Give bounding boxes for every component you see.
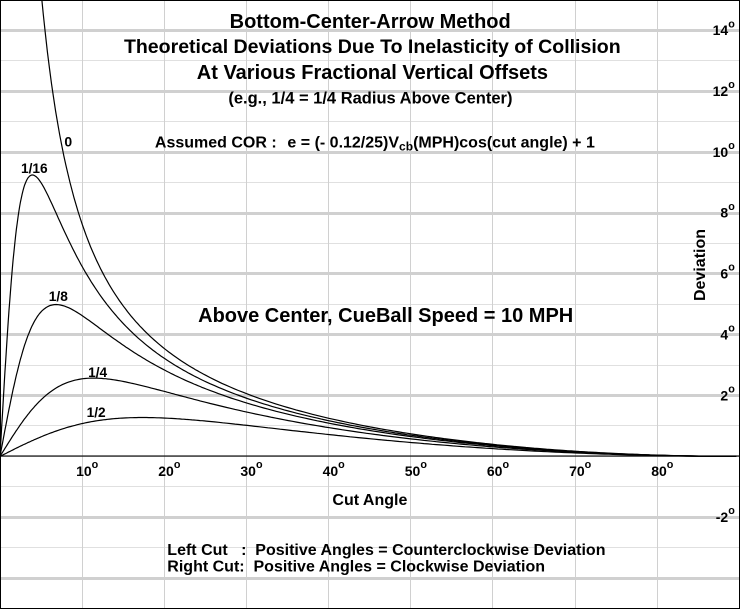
svg-text:Theoretical Deviations Due To: Theoretical Deviations Due To Inelastici… bbox=[124, 36, 621, 58]
svg-text:Assumed COR : e = (- 0.12/25: Assumed COR : e = (- 0.12/25)Vcb(MPH)cos… bbox=[155, 134, 595, 153]
svg-text:0: 0 bbox=[64, 134, 72, 150]
svg-text:1/16: 1/16 bbox=[21, 161, 48, 176]
svg-text:At Various Fractional Vertical: At Various Fractional Vertical Offsets bbox=[197, 62, 548, 84]
svg-text:Right Cut: Positive Angles =: Right Cut: Positive Angles = Clockwise D… bbox=[167, 558, 545, 575]
svg-text:Deviation: Deviation bbox=[692, 229, 709, 301]
svg-text:Above Center, CueBall Speed =: Above Center, CueBall Speed = 10 MPH bbox=[198, 305, 573, 327]
svg-text:(e.g., 1/4 = 1/4 Radius Above: (e.g., 1/4 = 1/4 Radius Above Center) bbox=[228, 90, 512, 108]
svg-text:Cut Angle: Cut Angle bbox=[332, 492, 407, 509]
svg-text:1/8: 1/8 bbox=[49, 289, 68, 304]
svg-text:1/4: 1/4 bbox=[88, 365, 107, 380]
svg-text:Bottom-Center-Arrow Method: Bottom-Center-Arrow Method bbox=[230, 11, 511, 33]
svg-text:1/2: 1/2 bbox=[87, 405, 106, 420]
svg-text:Left Cut : Positive Angles: Left Cut : Positive Angles = Countercloc… bbox=[167, 542, 605, 559]
